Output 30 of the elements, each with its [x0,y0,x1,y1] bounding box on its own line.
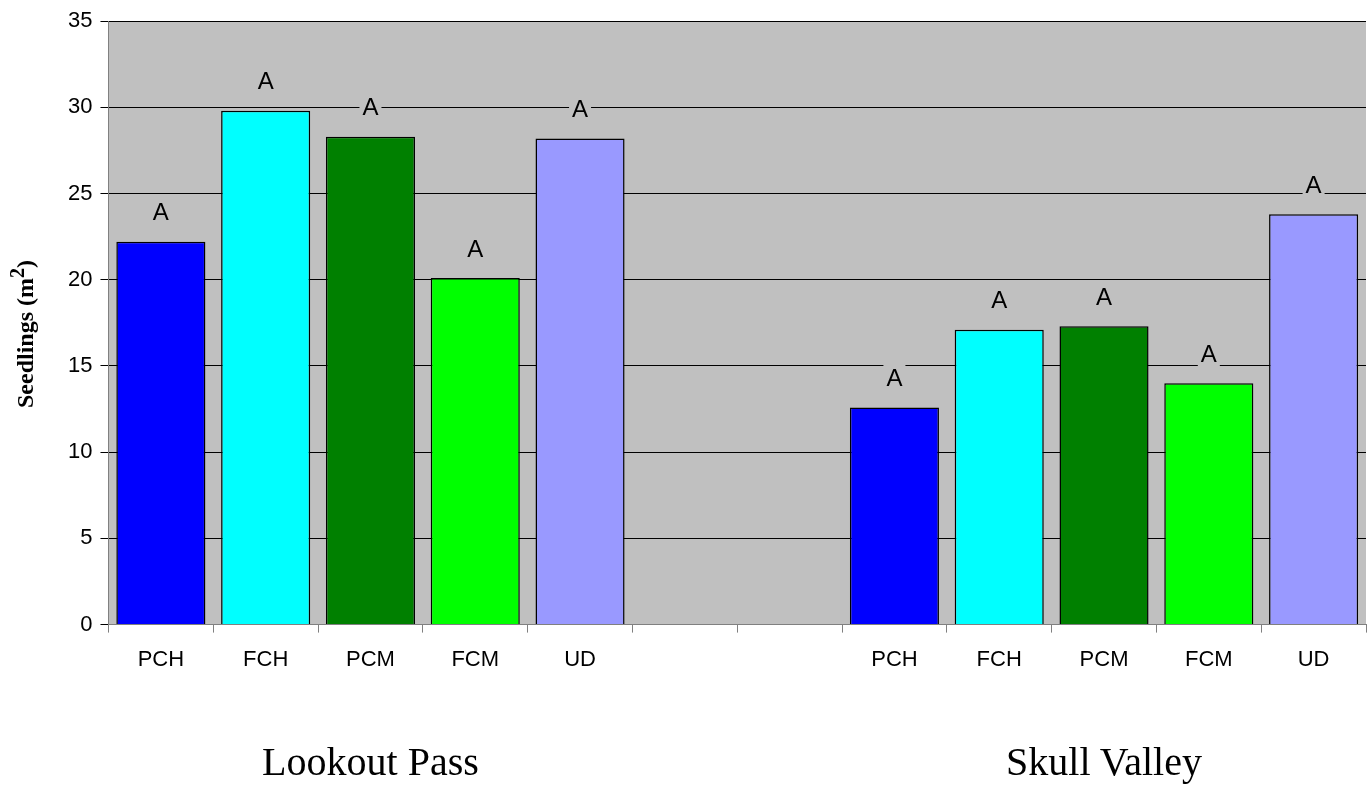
data-label: A [1200,339,1217,367]
x-tick-label: FCH [976,645,1022,671]
x-tick-label: FCM [451,645,500,671]
data-label: A [1096,282,1113,310]
data-label: A [152,198,169,226]
y-tick-label: 35 [67,7,93,33]
y-tick-label: 30 [67,93,93,119]
x-tick-label: UD [1297,645,1330,671]
text: Skull Valley [1006,738,1202,785]
data-label: A [886,364,903,391]
y-tick-label: 0 [80,610,93,636]
data-label: A [467,234,484,262]
y-tick-label: 5 [80,524,93,550]
y-tick-label: 20 [67,265,93,291]
x-tick-label: PCM [1079,645,1129,671]
data-label: A [362,93,379,121]
x-tick-label: FCM [1184,645,1233,671]
y-tick-label: 10 [67,438,93,464]
data-label: A [991,286,1008,314]
data-label: A [572,95,589,123]
text: Lookout Pass [262,738,479,785]
x-tick-label: UD [564,645,596,671]
data-label: A [1305,170,1322,198]
y-tick-label: 25 [67,179,93,205]
data-label: A [257,67,274,95]
y-tick-label: 15 [67,352,93,378]
x-tick-label: PCH [137,645,185,671]
x-tick-label: PCH [871,645,918,671]
x-tick-label: FCH [243,645,289,671]
x-tick-label: PCM [346,645,395,671]
